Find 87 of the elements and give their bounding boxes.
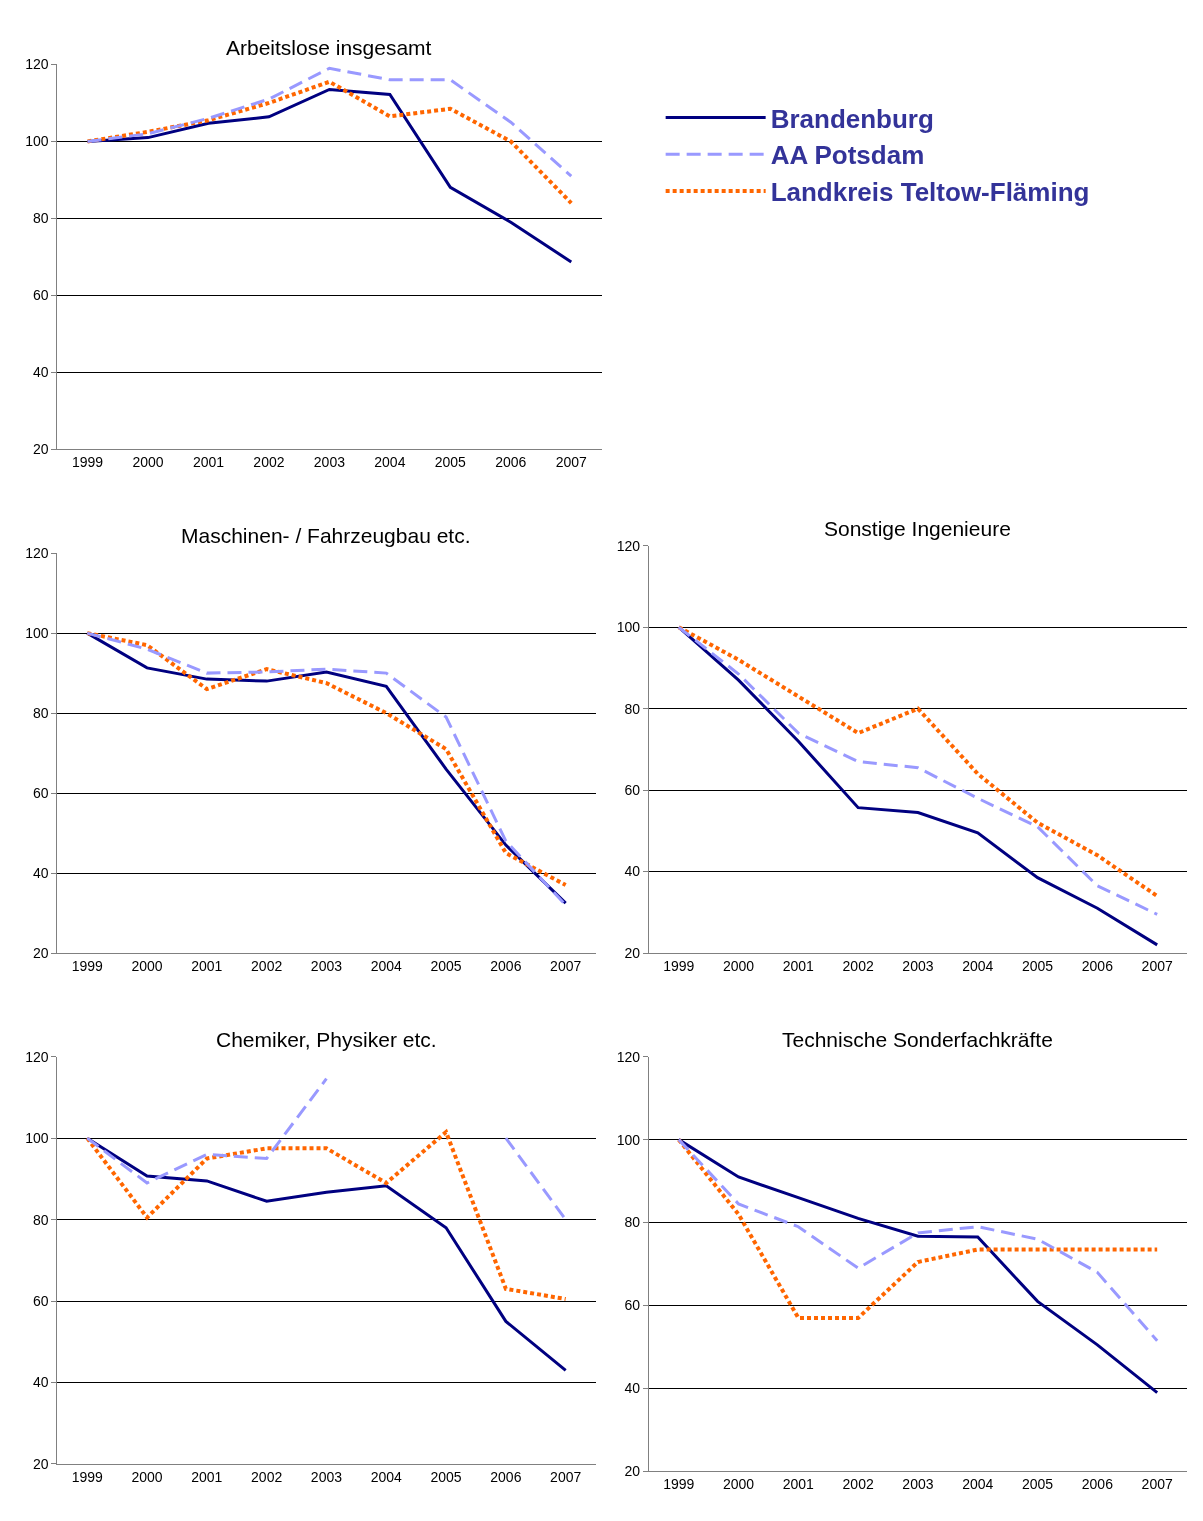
- x-tick-label: 2001: [191, 1468, 223, 1485]
- x-tick-label: 2007: [555, 454, 588, 471]
- y-tick-label: 120: [25, 56, 49, 73]
- x-tick-label: 2003: [310, 957, 343, 974]
- x-tick-label: 2002: [253, 454, 285, 471]
- x-tick-label: 2004: [374, 454, 406, 471]
- chart-title: Arbeitslose insgesamt: [226, 36, 432, 59]
- x-tick-label: 2003: [902, 957, 934, 974]
- x-tick-label: 2000: [132, 454, 164, 471]
- x-tick-label: 2004: [370, 1468, 403, 1485]
- x-tick-label: 2005: [430, 957, 462, 974]
- x-tick-label: 2004: [962, 957, 994, 974]
- y-tick-label: 40: [32, 1374, 49, 1391]
- x-tick-label: 1999: [71, 957, 103, 974]
- y-tick-label: 80: [32, 210, 49, 227]
- x-tick-label: 2001: [192, 454, 225, 471]
- x-tick-label: 2005: [434, 454, 467, 471]
- y-tick-label: 100: [25, 133, 49, 150]
- legend-label: Landkreis Teltow-Fläming: [770, 177, 1090, 208]
- y-tick-label: 60: [624, 1297, 641, 1314]
- x-tick-label: 2001: [782, 1476, 815, 1493]
- y-tick-label: 80: [624, 700, 641, 717]
- y-tick-label: 40: [32, 864, 49, 881]
- x-tick-label: 2005: [430, 1468, 462, 1485]
- chart-title: Sonstige Ingenieure: [824, 517, 1011, 540]
- y-tick-label: 40: [624, 863, 641, 880]
- y-tick-label: 60: [32, 784, 49, 801]
- x-tick-label: 2002: [251, 957, 283, 974]
- y-tick-label: 60: [624, 782, 641, 799]
- line-series: [85, 1130, 568, 1302]
- x-tick-label: 2003: [310, 1468, 343, 1485]
- x-tick-label: 2002: [842, 1476, 874, 1493]
- x-tick-label: 2004: [962, 1476, 994, 1493]
- x-tick-label: 1999: [663, 1476, 695, 1493]
- chart-title: Chemiker, Physiker etc.: [216, 1028, 437, 1051]
- y-tick-label: 20: [32, 1455, 49, 1472]
- y-tick-label: 80: [624, 1214, 641, 1231]
- y-tick-label: 120: [25, 1048, 49, 1065]
- chart-title: Technische Sonderfachkräfte: [782, 1028, 1053, 1051]
- chart-title: Maschinen- / Fahrzeugbau etc.: [181, 524, 471, 547]
- x-tick-label: 2003: [902, 1476, 934, 1493]
- x-tick-label: 1999: [663, 957, 695, 974]
- y-tick-label: 20: [624, 1463, 641, 1480]
- y-tick-label: 100: [25, 1130, 49, 1147]
- x-tick-label: 2002: [842, 957, 874, 974]
- y-tick-label: 80: [32, 705, 49, 722]
- x-tick-label: 2006: [1081, 1476, 1114, 1493]
- x-tick-label: 2007: [1141, 1476, 1173, 1493]
- y-tick-label: 20: [32, 441, 49, 458]
- x-tick-label: 2002: [251, 1468, 283, 1485]
- y-tick-label: 60: [32, 287, 49, 304]
- x-tick-label: 2005: [1021, 957, 1054, 974]
- line-series: [677, 1138, 1159, 1395]
- y-tick-label: 80: [32, 1211, 49, 1228]
- line-series: [85, 79, 574, 206]
- x-tick-label: 2004: [370, 957, 403, 974]
- x-tick-label: 2001: [191, 957, 223, 974]
- y-tick-label: 60: [32, 1292, 49, 1309]
- y-tick-label: 120: [25, 545, 49, 562]
- x-tick-label: 2007: [550, 957, 582, 974]
- y-tick-label: 20: [32, 944, 49, 961]
- y-tick-label: 120: [616, 537, 641, 554]
- x-tick-label: 1999: [71, 1468, 103, 1485]
- x-tick-label: 2006: [495, 454, 527, 471]
- y-tick-label: 100: [616, 1131, 641, 1148]
- x-tick-label: 2000: [722, 1476, 755, 1493]
- x-tick-label: 2000: [131, 957, 163, 974]
- x-tick-label: 1999: [71, 454, 104, 471]
- x-tick-label: 2006: [1081, 957, 1114, 974]
- x-tick-label: 2001: [782, 957, 815, 974]
- x-tick-label: 2007: [1141, 957, 1173, 974]
- y-tick-label: 20: [624, 944, 641, 961]
- x-tick-label: 2006: [490, 1468, 522, 1485]
- legend-label: Brandenburg: [770, 103, 934, 134]
- x-tick-label: 2007: [550, 1468, 582, 1485]
- y-tick-label: 40: [32, 364, 49, 381]
- x-tick-label: 2000: [131, 1468, 163, 1485]
- x-tick-label: 2000: [722, 957, 755, 974]
- x-tick-label: 2005: [1021, 1476, 1054, 1493]
- y-tick-label: 40: [624, 1380, 641, 1397]
- y-tick-label: 120: [616, 1048, 641, 1065]
- x-tick-label: 2003: [313, 454, 346, 471]
- y-tick-label: 100: [25, 625, 49, 642]
- y-tick-label: 100: [616, 619, 641, 636]
- line-series: [86, 66, 573, 178]
- legend-label: AA Potsdam: [770, 140, 925, 171]
- x-tick-label: 2006: [490, 957, 522, 974]
